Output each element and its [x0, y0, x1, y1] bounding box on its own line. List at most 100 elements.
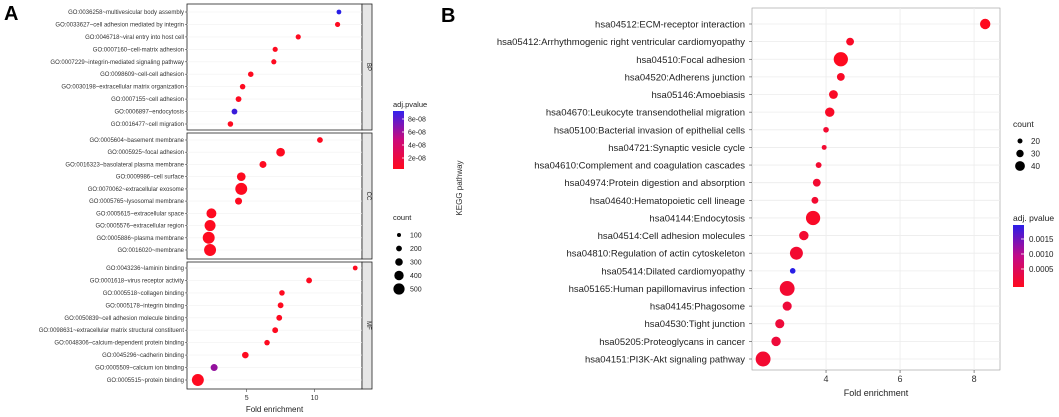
size-legend-dot — [393, 283, 405, 295]
data-point — [815, 162, 822, 169]
data-point — [277, 302, 284, 309]
data-point — [247, 71, 254, 77]
term-label: GO:0070062~extracellular exosome — [88, 187, 185, 193]
data-point — [202, 231, 215, 244]
size-legend-label: 500 — [410, 287, 422, 294]
facet-strip-label: BP — [365, 63, 371, 71]
term-label: GO:0007155~cell adhesion — [111, 97, 184, 103]
term-label: GO:0098609~cell-cell adhesion — [100, 72, 184, 78]
size-legend-title: count — [393, 213, 412, 222]
size-legend-dot — [397, 233, 401, 237]
pathway-label: hsa05414:Dilated cardiomyopathy — [601, 266, 745, 277]
data-point — [264, 339, 270, 346]
term-label: GO:0005509~calcium ion binding — [95, 366, 184, 372]
x-axis-title: Fold enrichment — [844, 388, 909, 398]
term-label: GO:0005576~extracellular region — [95, 224, 184, 230]
pathway-label: hsa05412:Arrhythmogenic right ventricula… — [497, 37, 745, 48]
term-label: GO:0043236~laminin binding — [106, 266, 184, 272]
data-point — [799, 230, 809, 241]
data-point — [272, 327, 279, 334]
x-axis-title: Fold enrichment — [246, 405, 304, 414]
color-legend-label: 2e-08 — [408, 156, 426, 163]
pathway-label: hsa04610:Complement and coagulation casc… — [534, 161, 745, 172]
term-label: GO:0016477~cell migration — [111, 122, 184, 128]
data-point — [846, 37, 855, 46]
pathway-label: hsa04512:ECM-receptor interaction — [595, 20, 745, 31]
term-label: GO:0030198~extracellular matrix organiza… — [61, 85, 184, 91]
term-label: GO:0045296~cadherin binding — [102, 353, 184, 359]
term-label: GO:0006897~endocytosis — [114, 110, 184, 116]
term-label: GO:0005518~collagen binding — [103, 291, 184, 297]
data-point — [295, 34, 301, 40]
facet-strip-label: CC — [365, 192, 371, 201]
data-point — [259, 160, 267, 168]
term-label: GO:0005604~basement membrane — [89, 138, 184, 144]
data-point — [276, 314, 283, 321]
data-point — [276, 147, 285, 157]
pathway-label: hsa04974:Protein digestion and absorptio… — [564, 178, 745, 189]
pathway-label: hsa04670:Leukocyte transendothelial migr… — [546, 108, 745, 119]
data-point — [771, 336, 781, 347]
term-label: GO:0016020~membrane — [117, 248, 184, 254]
data-point — [334, 21, 341, 28]
size-legend-label: 20 — [1031, 137, 1040, 146]
data-point — [210, 364, 218, 372]
data-point — [272, 46, 278, 52]
data-point — [352, 265, 358, 271]
term-label: GO:0001618~virus receptor activity — [90, 278, 184, 284]
x-tick-label: 6 — [898, 374, 903, 384]
pathway-label: hsa04640:Hematopoietic cell lineage — [590, 196, 745, 207]
facet-strip — [361, 3, 373, 131]
color-legend-label: 8e-08 — [408, 117, 426, 124]
pathway-label: hsa05205:Proteoglycans in cancer — [599, 337, 745, 348]
facet-strip — [361, 261, 373, 390]
pathway-label: hsa04520:Adherens junction — [625, 72, 745, 83]
panel-a: A BP GO:0036258~multivesicular body assemb… — [4, 3, 427, 414]
term-label: GO:0005178~integrin binding — [105, 303, 184, 309]
pathway-label: hsa04810:Regulation of actin cytoskeleto… — [566, 249, 745, 260]
term-label: GO:0046718~viral entry into host cell — [85, 35, 184, 41]
term-label: GO:0005515~protein binding — [107, 378, 184, 384]
data-point — [789, 246, 803, 260]
color-legend-label: 0.0015 — [1029, 235, 1054, 244]
data-point — [825, 107, 835, 117]
data-point — [204, 244, 217, 256]
data-point — [811, 196, 819, 204]
term-label: GO:0009986~cell surface — [116, 175, 185, 181]
color-legend-label: 4e-08 — [408, 143, 426, 150]
data-point — [236, 172, 246, 181]
facet-frame — [186, 3, 363, 131]
data-point — [239, 83, 246, 90]
size-legend-label: 200 — [410, 246, 422, 253]
size-legend-dot — [396, 245, 402, 252]
data-point — [231, 108, 238, 115]
pathway-label: hsa04144:Endocytosis — [649, 213, 745, 224]
x-tick-label: 10 — [311, 395, 319, 402]
pathway-label: hsa05100:Bacterial invasion of epithelia… — [554, 125, 745, 136]
data-point — [306, 277, 313, 284]
data-point — [271, 59, 277, 65]
size-legend-label: 400 — [410, 273, 422, 280]
data-point — [833, 52, 848, 67]
pathway-label: hsa04151:PI3K-Akt signaling pathway — [585, 355, 745, 366]
panel-b-label: B — [441, 5, 455, 27]
pathway-label: hsa04530:Tight junction — [644, 319, 745, 330]
x-tick-label: 4 — [824, 374, 829, 384]
data-point — [779, 281, 795, 296]
data-point — [789, 268, 796, 274]
size-legend-dot — [395, 258, 403, 266]
panel-a-label: A — [4, 3, 18, 25]
term-label: GO:0050839~cell adhesion molecule bindin… — [64, 316, 184, 322]
size-legend-dot — [1015, 161, 1025, 171]
plot-frame — [751, 7, 1001, 371]
size-legend-label: 40 — [1031, 162, 1040, 171]
data-point — [227, 121, 234, 127]
size-legend-dot — [1016, 149, 1024, 158]
term-label: GO:0007160~cell-matrix adhesion — [93, 47, 184, 53]
color-legend-label: 0.0005 — [1029, 265, 1054, 274]
pathway-label: hsa05165:Human papillomavirus infection — [569, 284, 745, 295]
data-point — [235, 182, 248, 195]
color-legend-title: adj.pvalue — [393, 100, 427, 109]
